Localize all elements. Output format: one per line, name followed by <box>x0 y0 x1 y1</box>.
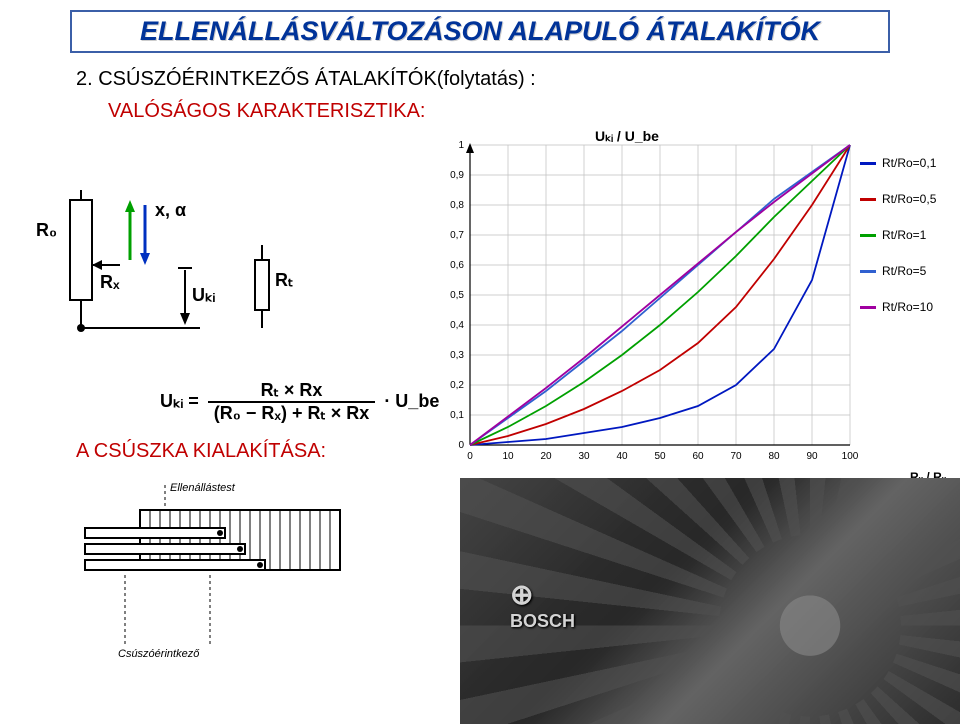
legend-swatch <box>860 306 876 309</box>
svg-text:90: 90 <box>806 451 818 462</box>
label-rt: Rₜ <box>275 270 293 291</box>
title-banner: ELLENÁLLÁSVÁLTOZÁSON ALAPULÓ ÁTALAKÍTÓK <box>70 10 890 53</box>
legend-swatch <box>860 234 876 237</box>
legend-label: Rt/Ro=1 <box>882 228 926 242</box>
svg-text:0,9: 0,9 <box>450 170 464 181</box>
legend-swatch <box>860 270 876 273</box>
legend-item: Rt/Ro=0,5 <box>860 192 936 206</box>
formula-den: (R₀ − Rₓ) + Rₜ × Rx <box>208 403 376 424</box>
legend-item: Rt/Ro=5 <box>860 264 936 278</box>
svg-text:0,4: 0,4 <box>450 320 464 331</box>
svg-text:80: 80 <box>768 451 780 462</box>
component-photo: ⊕ BOSCH <box>460 478 960 724</box>
svg-text:10: 10 <box>502 451 514 462</box>
subtitle-2: VALÓSÁGOS KARAKTERISZTIKA: <box>108 100 426 123</box>
svg-text:0: 0 <box>458 440 464 451</box>
label-resistor-body: Ellenállástest <box>170 482 235 494</box>
legend-item: Rt/Ro=1 <box>860 228 936 242</box>
svg-text:100: 100 <box>842 451 859 462</box>
svg-text:1: 1 <box>458 140 464 151</box>
svg-text:0: 0 <box>467 451 473 462</box>
svg-text:0,1: 0,1 <box>450 410 464 421</box>
label-r0: R₀ <box>36 220 57 241</box>
photo-brand-text: ⊕ BOSCH <box>510 578 575 632</box>
svg-text:50: 50 <box>654 451 666 462</box>
label-slider-contact: Csúszóérintkező <box>118 648 199 660</box>
legend-label: Rt/Ro=10 <box>882 300 933 314</box>
slider-construction-drawing: Ellenállástest Csúszóérintkező <box>70 480 380 680</box>
section-3-title: A CSÚSZKA KIALAKÍTÁSA: <box>76 440 326 463</box>
svg-text:30: 30 <box>578 451 590 462</box>
chart-legend: Rt/Ro=0,1 Rt/Ro=0,5 Rt/Ro=1 Rt/Ro=5 Rt/Ro=10 <box>860 156 936 336</box>
svg-text:20: 20 <box>540 451 552 462</box>
label-rx: Rₓ <box>100 272 120 293</box>
legend-label: Rt/Ro=0,1 <box>882 156 936 170</box>
legend-item: Rt/Ro=10 <box>860 300 936 314</box>
page-title: ELLENÁLLÁSVÁLTOZÁSON ALAPULÓ ÁTALAKÍTÓK <box>140 16 820 46</box>
legend-label: Rt/Ro=0,5 <box>882 192 936 206</box>
formula-lhs: Uₖᵢ = <box>160 391 199 411</box>
circuit-diagram: R₀ Rₓ x, α Uₖᵢ Rₜ <box>30 190 310 360</box>
svg-text:60: 60 <box>692 451 704 462</box>
legend-swatch <box>860 162 876 165</box>
svg-text:70: 70 <box>730 451 742 462</box>
formula-num: Rₜ × Rx <box>208 380 376 403</box>
formula: Uₖᵢ = Rₜ × Rx (R₀ − Rₓ) + Rₜ × Rx · U_be <box>160 380 439 424</box>
svg-text:0,8: 0,8 <box>450 200 464 211</box>
label-xa: x, α <box>155 200 186 221</box>
svg-text:0,7: 0,7 <box>450 230 464 241</box>
legend-item: Rt/Ro=0,1 <box>860 156 936 170</box>
svg-text:0,5: 0,5 <box>450 290 464 301</box>
legend-swatch <box>860 198 876 201</box>
subtitle-1: 2. CSÚSZÓÉRINTKEZŐS ÁTALAKÍTÓK(folytatás… <box>76 68 536 91</box>
svg-text:40: 40 <box>616 451 628 462</box>
svg-text:0,2: 0,2 <box>450 380 464 391</box>
label-uki: Uₖᵢ <box>192 285 215 306</box>
svg-text:0,6: 0,6 <box>450 260 464 271</box>
svg-text:0,3: 0,3 <box>450 350 464 361</box>
legend-label: Rt/Ro=5 <box>882 264 926 278</box>
